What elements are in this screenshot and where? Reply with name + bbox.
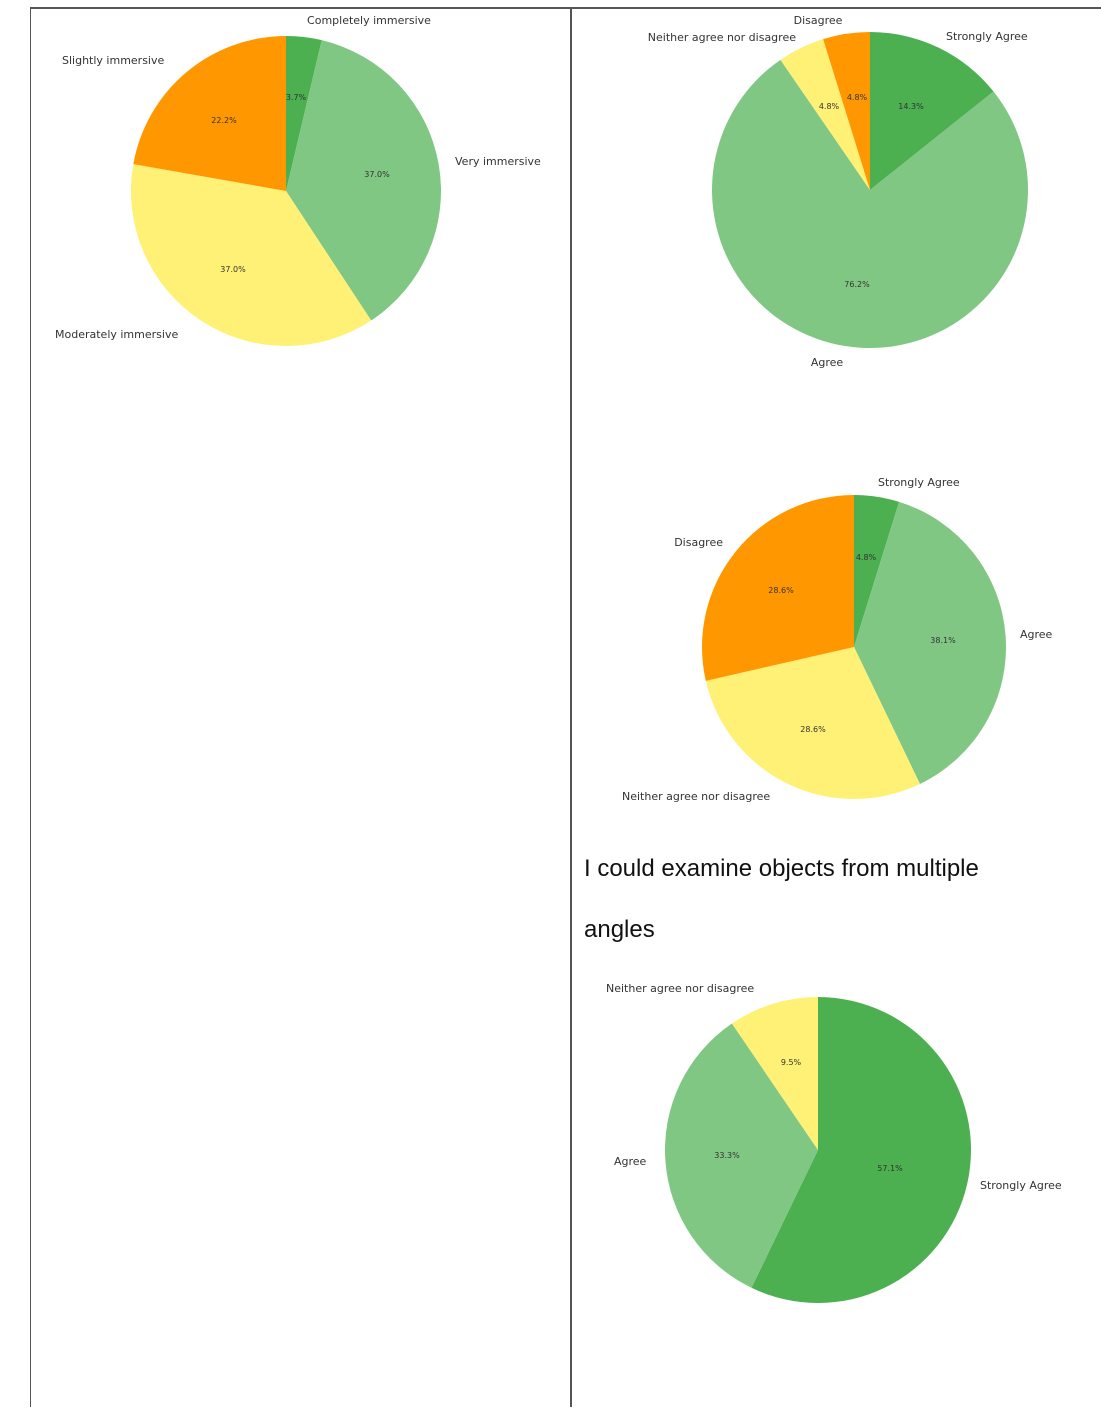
- slice-percent-label: 37.0%: [364, 170, 390, 179]
- slice-percent-label: 37.0%: [220, 265, 246, 274]
- pie-slice-neither-agree-nor-disagree: [705, 647, 920, 799]
- section-title-line-2: angles: [584, 916, 655, 943]
- slice-percent-label: 4.8%: [819, 102, 840, 111]
- pie-slice-agree: [712, 59, 1028, 349]
- slice-percent-label: 28.6%: [800, 725, 826, 734]
- slice-category-label: Moderately immersive: [55, 328, 178, 341]
- pie-slice-agree: [854, 501, 1006, 784]
- agreement-pie-chart-2: 4.8% Strongly Agree 38.1% Agree 28.6% Neither…: [622, 476, 1053, 803]
- slice-percent-label: 4.8%: [856, 553, 877, 562]
- slice-percent-label: 3.7%: [286, 93, 307, 102]
- pie-slice-disagree: [823, 32, 870, 190]
- slice-percent-label: 76.2%: [844, 280, 870, 289]
- pie-slice-strongly-agree: [870, 32, 994, 190]
- agreement-pie-chart-1: 14.3% Strongly Agree 76.2% Agree 4.8% Neither…: [648, 14, 1028, 369]
- slice-percent-label: 38.1%: [930, 636, 956, 645]
- multiple-angles-pie-chart: 57.1% Strongly Agree 33.3% Agree 9.5% Neither…: [606, 982, 1062, 1303]
- pie-slice-disagree: [702, 495, 854, 681]
- slice-category-label: Neither agree nor disagree: [606, 982, 754, 995]
- slice-category-label: Strongly Agree: [946, 30, 1028, 43]
- slice-category-label: Disagree: [674, 536, 723, 549]
- column-divider: [570, 7, 572, 1407]
- pie-slice-strongly-agree: [854, 495, 900, 647]
- pie-slice-agree: [665, 1023, 818, 1288]
- slice-percent-label: 14.3%: [898, 102, 924, 111]
- slice-percent-label: 28.6%: [768, 586, 794, 595]
- pie-slice-completely-immersive: [286, 36, 322, 191]
- slice-category-label: Slightly immersive: [62, 54, 164, 67]
- slice-category-label: Agree: [1020, 628, 1053, 641]
- slice-category-label: Strongly Agree: [980, 1179, 1062, 1192]
- slice-percent-label: 33.3%: [714, 1151, 740, 1160]
- slice-percent-label: 22.2%: [211, 116, 237, 125]
- slice-category-label: Disagree: [794, 14, 843, 27]
- slice-percent-label: 57.1%: [877, 1164, 903, 1173]
- immersion-pie-chart: 3.7% Completely immersive 37.0% Very immers…: [55, 14, 541, 346]
- slice-category-label: Strongly Agree: [878, 476, 960, 489]
- pie-slice-slightly-immersive: [133, 36, 286, 191]
- slice-percent-label: 9.5%: [781, 1058, 802, 1067]
- pie-slice-strongly-agree: [751, 997, 971, 1303]
- left-border: [30, 7, 31, 1407]
- pie-slice-neither-agree-nor-disagree: [780, 39, 870, 191]
- pie-slice-moderately-immersive: [131, 164, 372, 346]
- slice-category-label: Completely immersive: [307, 14, 431, 27]
- section-title-line-1: I could examine objects from multiple: [584, 855, 979, 882]
- pie-slice-very-immersive: [286, 40, 441, 321]
- slice-category-label: Neither agree nor disagree: [648, 31, 796, 44]
- top-border: [30, 7, 1101, 9]
- slice-category-label: Neither agree nor disagree: [622, 790, 770, 803]
- slice-category-label: Very immersive: [455, 155, 541, 168]
- slice-category-label: Agree: [614, 1155, 647, 1168]
- slice-category-label: Agree: [811, 356, 844, 369]
- pie-slice-neither-agree-nor-disagree: [731, 997, 818, 1150]
- slice-percent-label: 4.8%: [847, 93, 868, 102]
